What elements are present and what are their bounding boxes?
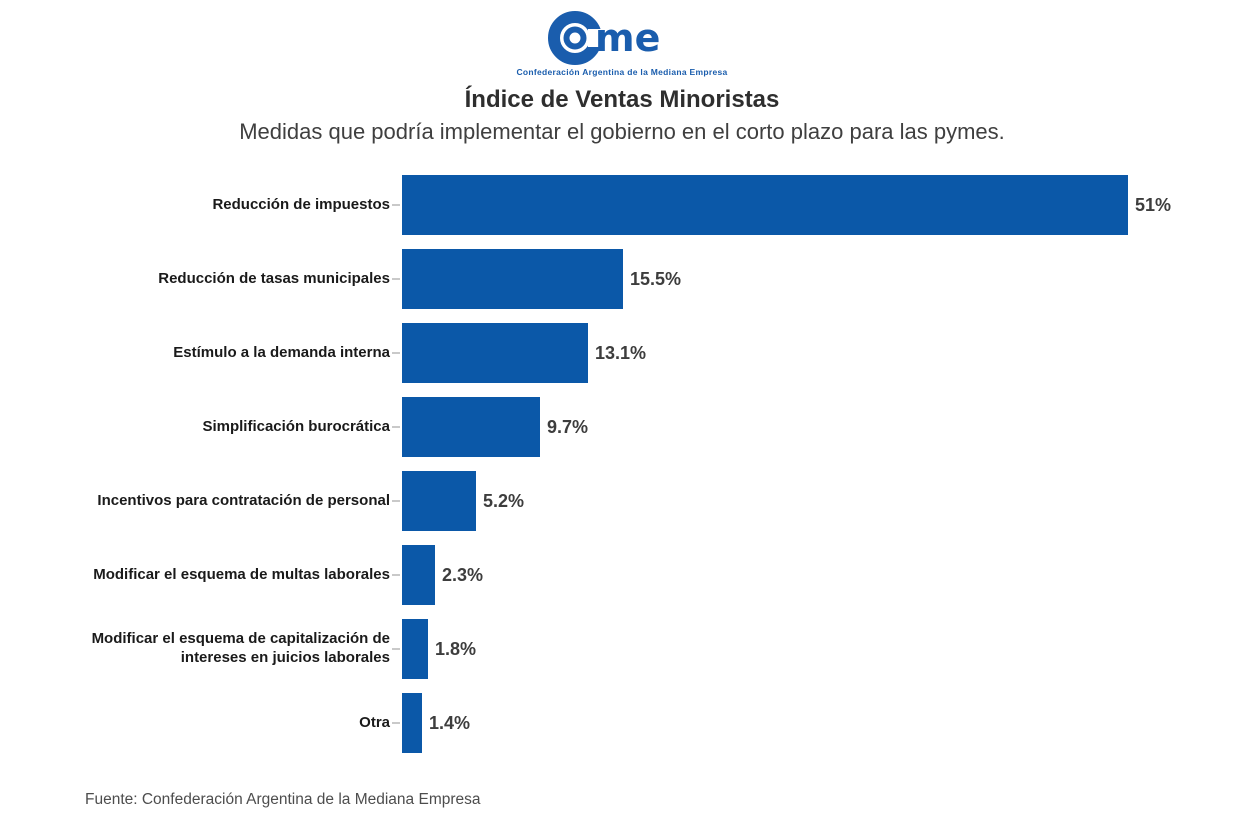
axis-tick-mark (392, 278, 400, 280)
page-title: Índice de Ventas Minoristas (464, 86, 780, 113)
value-label: 9.7% (547, 416, 589, 437)
bar-area: 1.4% (402, 693, 1244, 753)
source-note: Fuente: Confederación Argentina de la Me… (85, 791, 481, 808)
axis-tick-mark (392, 426, 400, 428)
bar (402, 323, 588, 383)
category-label: Incentivos para contratación de personal (97, 491, 390, 509)
value-label: 5.2% (483, 490, 525, 511)
bar-row: Simplificación burocrática 9.7% (85, 397, 1244, 457)
bar-area: 9.7% (402, 397, 1244, 457)
value-label: 51% (1135, 194, 1172, 215)
category-label: Modificar el esquema de multas laborales (93, 565, 390, 583)
axis-tick-mark (392, 648, 400, 650)
category-label: Simplificación burocrática (202, 417, 390, 435)
category-label: Reducción de tasas municipales (158, 269, 390, 287)
axis-tick-mark (392, 574, 400, 576)
came-logo-icon: me (548, 11, 660, 65)
logo-tagline: Confederación Argentina de la Mediana Em… (516, 67, 728, 77)
bar (402, 619, 428, 679)
svg-text:me: me (595, 16, 660, 60)
category-label: Estímulo a la demanda interna (173, 343, 390, 361)
bar (402, 693, 422, 753)
value-label: 13.1% (595, 342, 647, 363)
bar-chart: Reducción de impuestos 51% Reducción de ta… (85, 175, 1244, 753)
bar-row: Reducción de tasas municipales 15.5% (85, 249, 1244, 309)
category-label: Otra (359, 713, 390, 731)
bar-row: Otra 1.4% (85, 693, 1244, 753)
bar-row: Reducción de impuestos 51% (85, 175, 1244, 235)
bar-area: 1.8% (402, 619, 1244, 679)
axis-tick-mark (392, 500, 400, 502)
category-label: Modificar el esquema de capitalización d… (91, 630, 390, 666)
bar-row: Modificar el esquema de multas laborales… (85, 545, 1244, 605)
bar-row: Incentivos para contratación de personal… (85, 471, 1244, 531)
page-subtitle: Medidas que podría implementar el gobier… (239, 119, 1005, 144)
bar-area: 5.2% (402, 471, 1244, 531)
bar (402, 397, 540, 457)
bar (402, 545, 435, 605)
category-label: Reducción de impuestos (212, 195, 390, 213)
logo-area: me Confederación Argentina de la Mediana… (0, 0, 1244, 77)
bar (402, 249, 623, 309)
bar-area: 15.5% (402, 249, 1244, 309)
value-label: 1.4% (429, 712, 471, 733)
bar-area: 2.3% (402, 545, 1244, 605)
bar-area: 13.1% (402, 323, 1244, 383)
bar (402, 175, 1128, 235)
bar-row: Estímulo a la demanda interna 13.1% (85, 323, 1244, 383)
axis-tick-mark (392, 204, 400, 206)
bar-row: Modificar el esquema de capitalización d… (85, 619, 1244, 679)
value-label: 2.3% (442, 564, 484, 585)
value-label: 1.8% (435, 638, 477, 659)
axis-tick-mark (392, 722, 400, 724)
bar-area: 51% (402, 175, 1244, 235)
value-label: 15.5% (630, 268, 682, 289)
axis-tick-mark (392, 352, 400, 354)
bar (402, 471, 476, 531)
